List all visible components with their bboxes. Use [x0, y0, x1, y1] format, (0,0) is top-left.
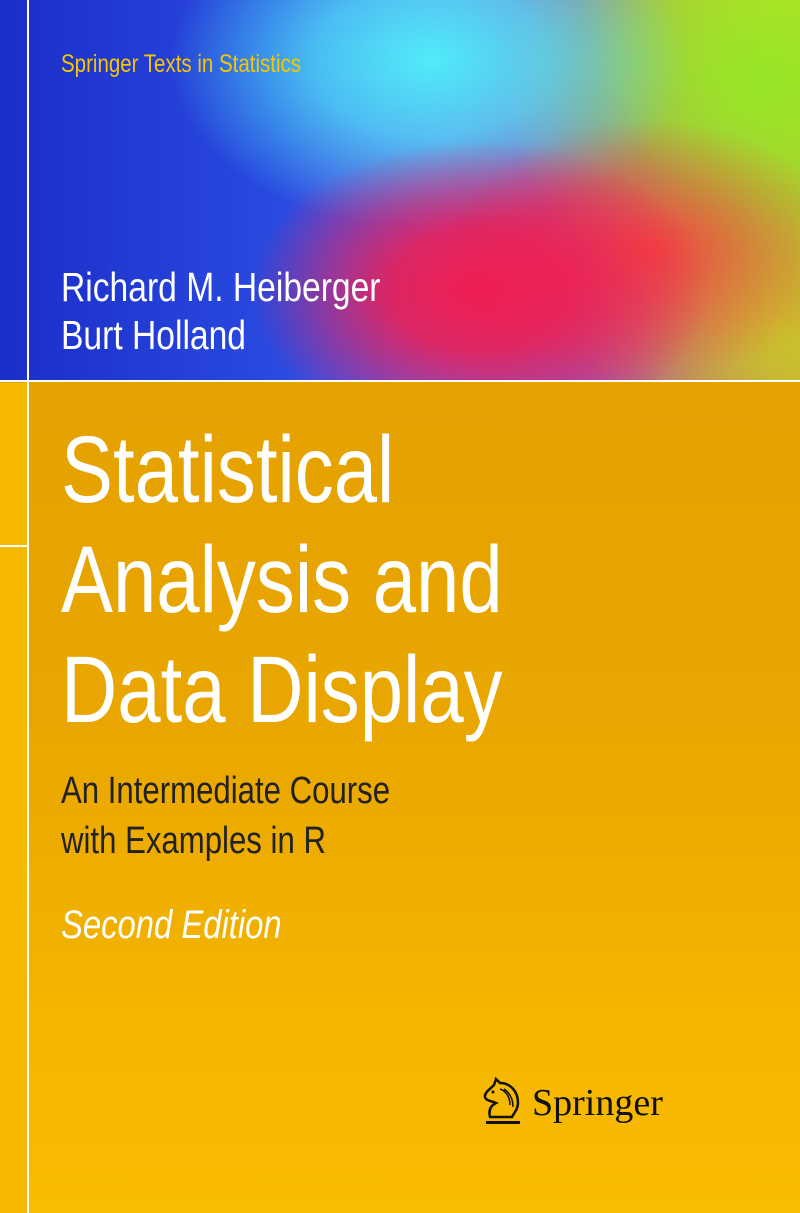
- yellow-panel: [0, 381, 800, 1213]
- publisher-name: Springer: [532, 1082, 663, 1124]
- publisher-logo: Springer: [482, 1077, 663, 1129]
- book-title-line: Data Display: [61, 637, 503, 743]
- series-title: Springer Texts in Statistics: [61, 50, 302, 78]
- horizontal-divider: [0, 380, 800, 382]
- book-title-line: Statistical: [61, 417, 395, 523]
- author: Burt Holland: [61, 312, 247, 358]
- strip-divider: [0, 545, 27, 547]
- book-title-line: Analysis and: [61, 527, 503, 633]
- author: Richard M. Heiberger: [61, 264, 381, 310]
- subtitle-line: with Examples in R: [61, 820, 326, 862]
- edition: Second Edition: [61, 903, 282, 947]
- gradient-banner: [0, 0, 800, 381]
- knight-horse-icon: [483, 1077, 520, 1124]
- left-strip: [0, 383, 27, 1213]
- vertical-divider: [27, 0, 29, 1213]
- subtitle-line: An Intermediate Course: [61, 770, 391, 812]
